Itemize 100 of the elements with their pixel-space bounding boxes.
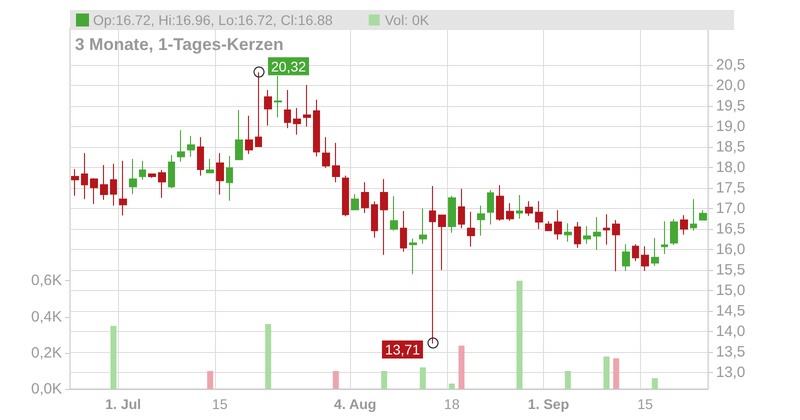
candlestick	[670, 218, 678, 246]
y-tick-label: 20,0	[716, 76, 746, 94]
candlestick	[400, 210, 407, 252]
y-tick-label: 17,0	[716, 200, 746, 217]
x-tick-label: 15	[212, 396, 228, 412]
candlestick	[680, 214, 688, 236]
candlestick	[351, 194, 359, 211]
candlestick	[148, 173, 156, 178]
candlestick	[583, 226, 591, 244]
y-tick-label: 17,5	[716, 179, 746, 196]
candlestick	[81, 152, 88, 200]
candlestick	[197, 136, 204, 176]
y-tick-label: 16,5	[716, 220, 746, 238]
candlestick	[264, 89, 272, 126]
candlestick	[322, 136, 330, 168]
candlestick	[90, 178, 98, 204]
candlestick	[487, 190, 494, 225]
candlestick	[216, 152, 224, 196]
bar	[564, 370, 571, 389]
x-tick-label: 18	[444, 396, 460, 412]
x-tick-label: 1. Jul	[105, 396, 142, 412]
candlestick	[342, 175, 349, 217]
bar	[604, 356, 610, 389]
bar	[332, 370, 339, 389]
legend-label: Vol: 0K	[384, 12, 430, 28]
candlestick	[516, 194, 523, 220]
candlestick	[284, 89, 291, 129]
candlestick	[574, 222, 581, 248]
bar	[420, 367, 426, 389]
candlestick	[467, 211, 475, 248]
candlestick	[448, 195, 456, 234]
candlestick	[661, 220, 668, 255]
candlestick	[564, 222, 572, 242]
candlestick	[235, 110, 243, 160]
candlestick	[429, 185, 436, 344]
candlestick	[525, 200, 533, 216]
candlestick	[110, 163, 117, 206]
bar	[265, 324, 272, 389]
candlestick	[554, 210, 562, 240]
candlestick	[458, 188, 465, 229]
candlestick	[139, 160, 146, 180]
candlestick	[303, 84, 311, 127]
y-tick-label: 19,0	[716, 118, 746, 135]
candlestick	[390, 196, 398, 232]
y-tick-label: 18,5	[716, 138, 746, 156]
candlestick	[245, 115, 253, 154]
bar	[613, 358, 620, 389]
candlestick	[380, 178, 388, 256]
candlestick	[603, 214, 610, 246]
y2-tick-label: 0,2K	[31, 344, 62, 362]
candlestick	[119, 160, 127, 216]
candlestick	[177, 130, 185, 162]
candlestick	[371, 201, 378, 238]
annotation: 20,32	[271, 58, 306, 74]
y-tick-label: 13,0	[716, 364, 746, 382]
candlestick	[187, 135, 195, 158]
candlestick	[168, 154, 175, 188]
candlestick	[651, 238, 659, 266]
candlestick	[409, 238, 417, 275]
chart-title: 3 Monate, 1-Tages-Kerzen	[75, 35, 284, 54]
y-tick-label: 18,0	[716, 158, 746, 176]
y-tick-label: 16,0	[716, 241, 746, 258]
y-tick-label: 20,5	[716, 56, 746, 74]
candlestick	[477, 205, 485, 236]
y-tick-label: 15,5	[716, 262, 746, 279]
candlestick	[622, 244, 630, 272]
candlestick	[632, 244, 639, 262]
candlestick	[699, 210, 707, 220]
candlestick	[612, 219, 620, 272]
y2-tick-label: 0,4K	[31, 308, 62, 326]
y-tick-label: 13,5	[716, 344, 746, 361]
y-tick-label: 15,0	[716, 282, 746, 300]
candlestick	[593, 216, 601, 250]
bar	[458, 346, 464, 389]
candlestick	[545, 220, 552, 232]
x-tick-label: 1. Sep	[528, 396, 570, 412]
candlestick	[361, 182, 369, 214]
bar	[516, 280, 522, 389]
candlestick	[419, 208, 427, 244]
candlestick	[158, 169, 166, 198]
candlestick	[71, 168, 79, 196]
candlestick	[129, 158, 137, 195]
legend-label: Op:16.72, Hi:16.96, Lo:16.72, Cl:16.88	[93, 12, 333, 28]
y2-tick-label: 0,0K	[31, 380, 62, 398]
x-tick-label: 15	[637, 396, 654, 412]
bar	[381, 370, 388, 389]
candlestick	[438, 214, 446, 271]
candlestick	[690, 198, 697, 232]
y-tick-label: 19,5	[716, 97, 746, 114]
y-tick-label: 14,5	[716, 302, 746, 320]
annotation: 13,71	[384, 341, 420, 358]
candlestick	[641, 246, 649, 272]
candlestick	[206, 158, 214, 174]
x-tick-label: 4. Aug	[334, 396, 376, 412]
candlestick	[293, 107, 301, 136]
candlestick	[255, 72, 262, 148]
candlestick	[506, 202, 514, 222]
y2-tick-label: 0,6K	[31, 272, 62, 290]
candlestick	[100, 164, 108, 200]
y-tick-label: 14,0	[716, 323, 746, 340]
